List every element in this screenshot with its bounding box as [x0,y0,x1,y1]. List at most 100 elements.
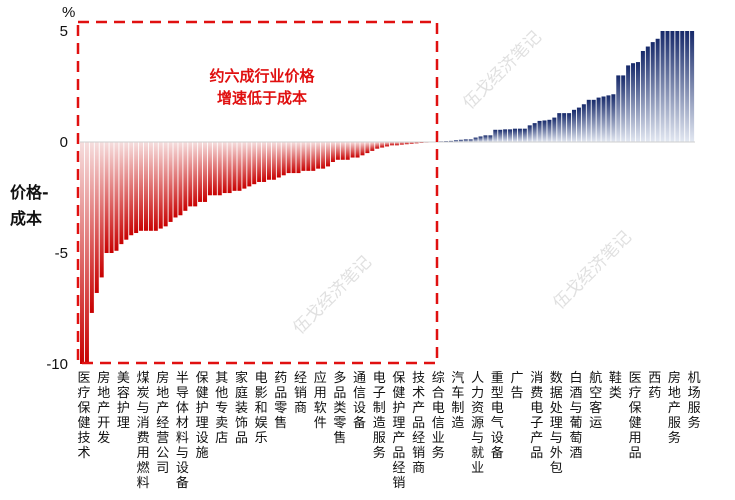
bar [399,142,404,145]
x-tick-label: 房地产服务 [668,370,681,446]
bar [547,119,552,142]
bar [517,128,522,142]
bar [222,142,227,194]
bar [453,140,458,142]
bar [124,142,129,240]
x-tick-label: 重型电气设备 [491,370,504,461]
bar [286,142,291,174]
bar [581,104,586,142]
bar [449,140,454,142]
bar [183,142,188,211]
bar [655,38,660,142]
bar [670,31,675,142]
bar [326,142,331,167]
bar [389,142,394,146]
bar [562,113,567,142]
bar [409,142,414,144]
bar [99,142,104,278]
bar [139,142,144,231]
bar [572,109,577,142]
bar [355,142,360,158]
bar [291,142,296,174]
bar [340,142,345,160]
bar [631,63,636,142]
bar [414,142,419,144]
bar [473,137,478,142]
bar [458,139,463,142]
bar [345,142,350,160]
bars [80,31,695,364]
bar [266,142,271,180]
bar [109,142,114,253]
bar [262,142,267,182]
x-tick-label: 西药 [648,371,661,401]
bar [360,142,365,156]
x-tick-label: 保健护理产品经销 [392,371,405,491]
bar [567,113,572,142]
x-tick-label: 经销商 [294,371,307,416]
annotation-line1: 约六成行业价格 [209,67,315,85]
bar [143,142,148,231]
bar [508,129,513,142]
x-tick-label: 航空客运 [589,370,602,431]
bar [576,107,581,142]
bar [316,142,321,169]
bar [690,31,695,142]
bar [301,142,306,171]
bar [557,113,562,142]
bar [94,142,99,293]
bar [178,142,183,216]
bar [281,142,286,176]
bar [365,142,370,154]
bar [193,142,198,207]
bar [527,125,532,142]
bar [242,142,247,189]
bar [380,142,385,148]
bar [650,42,655,142]
bar [237,142,242,191]
bar [385,142,390,147]
bar [394,142,399,146]
bar [153,142,158,231]
x-tick-label: 人力资源与就业 [471,371,484,476]
bar [227,142,232,194]
bar [212,142,217,196]
x-tick-label: 技术产品经销商 [412,371,425,476]
bar [685,31,690,142]
x-tick-label: 电子制造服务 [373,371,386,461]
bar [404,142,409,145]
y-unit-label: % [62,4,75,21]
bar [252,142,257,185]
bar [488,135,493,142]
bar [271,142,276,180]
bar [621,75,626,142]
bar [80,142,85,364]
bar [498,129,503,142]
bar [276,142,281,178]
bar [257,142,262,182]
x-tick-label: 广告 [510,371,523,401]
y-tick-label: 5 [60,23,68,40]
bar [680,31,685,142]
watermark: 伍戈经济笔记 [459,27,545,113]
annotation-line2: 增速低于成本 [217,89,307,107]
x-tick-label: 房地产经营公司 [156,370,169,476]
y-axis-label: 价格-成本 [10,183,49,228]
x-tick-label: 通信设备 [353,371,366,431]
bar [217,142,222,196]
bar [148,142,153,231]
x-tick-label: 白酒与葡萄酒 [569,370,582,461]
bar [247,142,252,187]
bar [675,31,680,142]
bar [601,96,606,142]
bar [493,129,498,142]
bar [198,142,203,202]
bar [532,123,537,142]
bar [84,142,89,364]
x-tick-label: 保健护理设施 [196,371,209,461]
y-axis-ticks: 5 0 -5 -10 [46,23,68,373]
y-tick-label: -10 [46,356,68,373]
bar [552,117,557,142]
bar [503,129,508,142]
